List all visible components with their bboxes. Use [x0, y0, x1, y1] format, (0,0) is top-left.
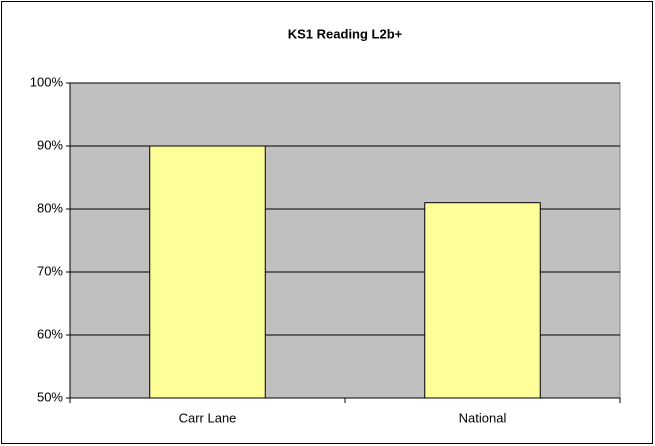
bar [149, 145, 266, 399]
y-tick-label: 80% [37, 200, 63, 215]
x-tick-label: Carr Lane [179, 410, 237, 425]
y-tick-label: 70% [37, 263, 63, 278]
bar [424, 202, 541, 399]
y-tick-label: 60% [37, 326, 63, 341]
x-tick-label: National [459, 410, 507, 425]
y-tick-label: 50% [37, 389, 63, 404]
y-tick-label: 90% [37, 137, 63, 152]
y-tick-label: 100% [30, 74, 64, 89]
chart-title: KS1 Reading L2b+ [288, 26, 403, 41]
